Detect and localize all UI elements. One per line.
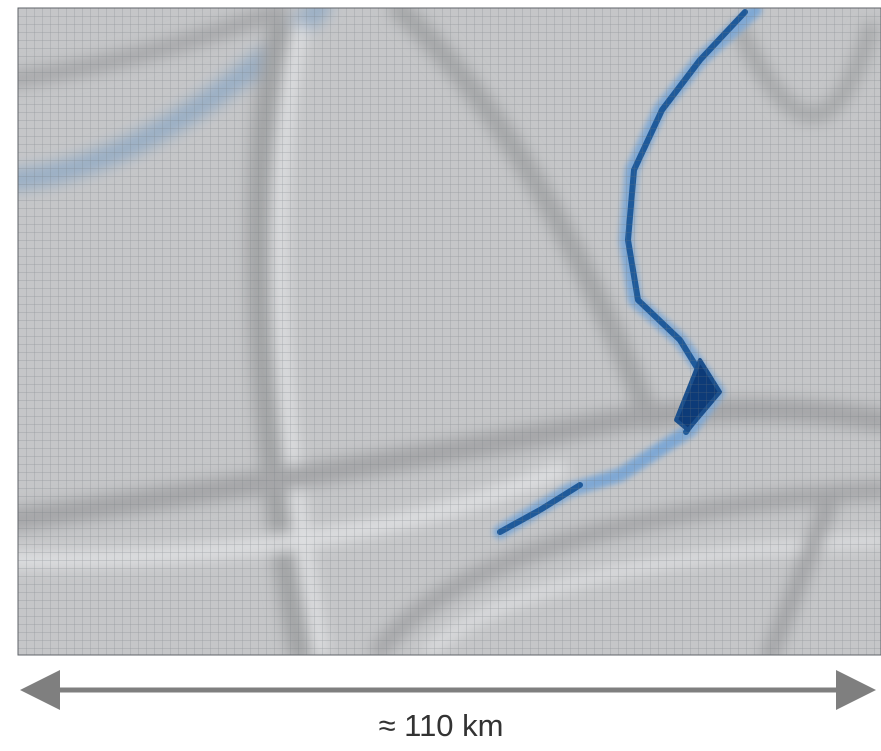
page: ≈ 110 km (() => { const data = JSON.pars… xyxy=(0,0,881,751)
figure: ≈ 110 km xyxy=(0,0,881,751)
scale-label: ≈ 110 km xyxy=(379,708,504,743)
mesh-field xyxy=(10,8,881,655)
